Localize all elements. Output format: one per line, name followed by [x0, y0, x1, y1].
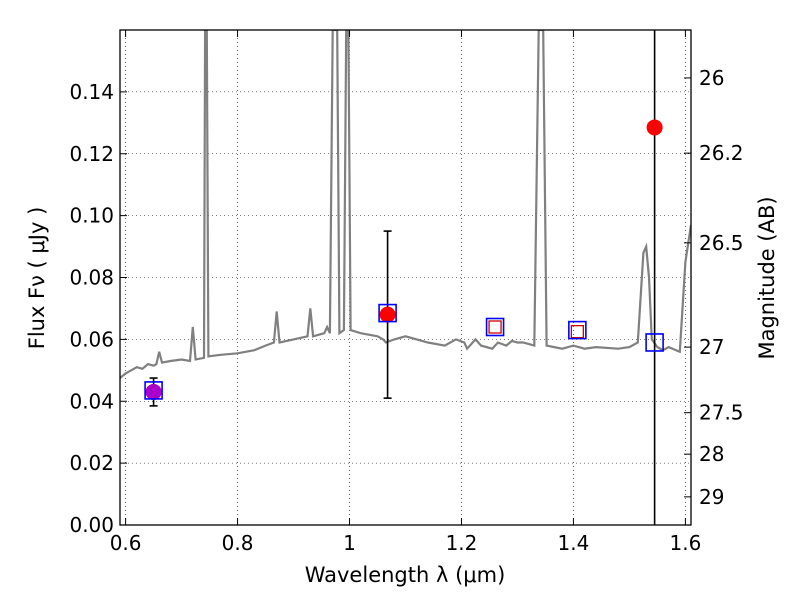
- mag-tick-label: 27: [699, 335, 724, 359]
- x-tick-label: 0.8: [222, 531, 254, 555]
- x-tick-label: 1.4: [558, 531, 590, 555]
- y-tick-label: 0.10: [69, 204, 114, 228]
- mag-tick-label: 26.2: [699, 141, 744, 165]
- model-photometry-marker: [485, 317, 505, 337]
- mag-tick-label: 29: [699, 485, 724, 509]
- ticks: 0.6 0.8 1 1.2 1.4 1.6 0.00 0.02 0.04 0.06 0.08 0.10…: [69, 30, 744, 555]
- observed-flux-point: [646, 119, 663, 136]
- model-spectrum-line: [120, 30, 691, 379]
- model-photometry-marker: [645, 333, 664, 352]
- x-tick-label: 1: [343, 531, 356, 555]
- spectrum-layer: [120, 30, 691, 379]
- y-tick-label: 0.08: [69, 266, 114, 290]
- mag-tick-label: 26: [699, 66, 724, 90]
- points-layer: [144, 30, 664, 525]
- mag-tick-label: 28: [699, 442, 724, 466]
- y-tick-label: 0.12: [69, 142, 114, 166]
- y-tick-label: 0.02: [69, 451, 114, 475]
- upper-limit-marker: [570, 324, 585, 339]
- y-axis-title: Flux Fν ( μJy ): [25, 207, 49, 350]
- grid: [120, 30, 691, 525]
- x-tick-label: 0.6: [110, 531, 142, 555]
- y2-axis-title: Magnitude (AB): [755, 196, 779, 359]
- model-photometry-marker: [144, 381, 163, 400]
- y-tick-label: 0.06: [69, 327, 114, 351]
- y-tick-label: 0.00: [69, 513, 114, 537]
- x-tick-label: 1.6: [669, 531, 701, 555]
- model-photometry-marker: [378, 303, 397, 323]
- observed-flux-point: [379, 306, 396, 323]
- x-tick-label: 1.2: [446, 531, 478, 555]
- mag-tick-label: 27.5: [699, 401, 744, 425]
- model-photometry-marker: [568, 320, 587, 340]
- x-axis-title: Wavelength λ (μm): [305, 563, 506, 587]
- upper-limit-marker: [488, 320, 502, 334]
- mag-tick-label: 26.5: [699, 231, 744, 255]
- y-tick-label: 0.14: [69, 80, 114, 104]
- overlap-point: [145, 383, 162, 400]
- y-tick-label: 0.04: [69, 389, 114, 413]
